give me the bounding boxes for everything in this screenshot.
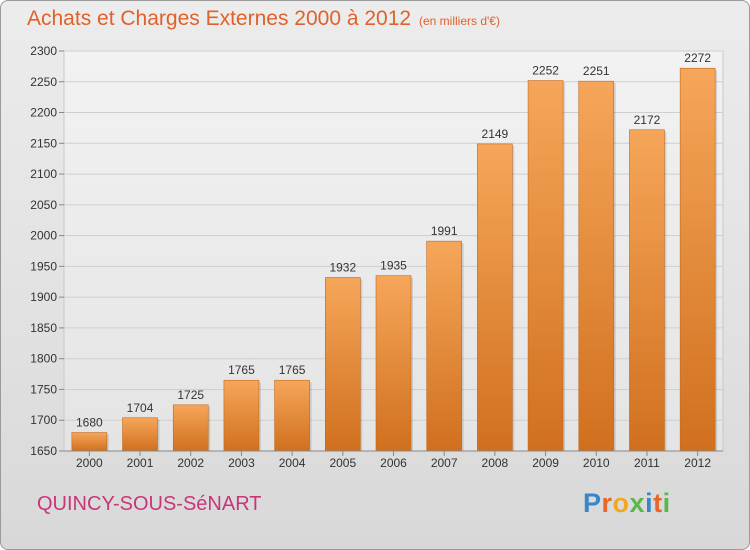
x-tick-label: 2006 <box>380 456 407 470</box>
bar-2001 <box>122 417 158 452</box>
logo-letter: P <box>583 488 602 518</box>
y-tick-label: 2000 <box>30 229 57 243</box>
logo-letter: r <box>601 488 613 518</box>
x-tick-label: 2002 <box>177 456 204 470</box>
logo-letter: i <box>662 488 671 518</box>
x-tick-label: 2003 <box>228 456 255 470</box>
commune-name: QUINCY-SOUS-SéNART <box>37 493 262 515</box>
y-tick-label: 1750 <box>30 382 57 396</box>
logo-letter: x <box>629 488 646 518</box>
proxiti-logo: Proxiti <box>583 488 671 519</box>
bar-2012 <box>679 67 716 452</box>
y-tick-label: 1800 <box>30 352 57 366</box>
x-tick-label: 2001 <box>127 456 154 470</box>
data-label: 2251 <box>583 64 610 78</box>
data-label: 2149 <box>482 127 509 141</box>
x-tick-label: 2012 <box>684 456 711 470</box>
y-tick-label: 1650 <box>30 444 57 458</box>
data-label: 1932 <box>329 260 356 274</box>
y-tick-label: 2300 <box>30 44 57 58</box>
x-tick-label: 2000 <box>76 456 103 470</box>
bar-2002 <box>172 404 209 452</box>
data-label: 1725 <box>177 388 204 402</box>
y-tick-label: 1950 <box>30 259 57 273</box>
data-label: 1680 <box>76 416 103 430</box>
x-tick-label: 2011 <box>634 456 660 470</box>
data-label: 1704 <box>127 401 154 415</box>
x-tick-label: 2009 <box>532 456 559 470</box>
y-tick-label: 1900 <box>30 290 57 304</box>
y-tick-label: 2100 <box>30 167 57 181</box>
bar-2011 <box>629 129 665 452</box>
logo-letter: i <box>645 488 654 518</box>
logo-letter: t <box>653 488 663 518</box>
data-label: 2272 <box>684 51 711 65</box>
y-tick-label: 2150 <box>30 136 57 150</box>
chart-subtitle: (en milliers d'€) <box>419 14 500 28</box>
y-tick-label: 2050 <box>30 198 57 212</box>
x-tick-label: 2008 <box>482 456 509 470</box>
bar-2005 <box>325 277 361 452</box>
y-tick-label: 1700 <box>30 413 57 427</box>
bar-2009 <box>527 80 564 452</box>
data-label: 1765 <box>228 363 255 377</box>
bars <box>71 67 718 452</box>
bar-2003 <box>223 379 260 452</box>
bar-2000 <box>71 432 108 452</box>
chart-title: Achats et Charges Externes 2000 à 2012 <box>27 7 412 30</box>
data-label: 1935 <box>380 259 407 273</box>
data-labels: 1680 1704 1725 1765 1765 1932 1935 1991 2149 2252… <box>76 51 711 429</box>
y-tick-label: 1850 <box>30 321 57 335</box>
x-tick-label: 2005 <box>329 456 356 470</box>
bar-2006 <box>375 275 412 452</box>
data-label: 1765 <box>279 363 306 377</box>
bar-2007 <box>426 240 462 452</box>
data-label: 2172 <box>634 113 661 127</box>
y-tick-label: 2200 <box>30 106 57 120</box>
x-axis: 2000 2001 2002 2003 2004 2005 2006 2007 2008 2009… <box>64 450 723 470</box>
bar-2004 <box>274 379 310 452</box>
bar-2008 <box>477 143 513 452</box>
y-axis: 1650 1700 1750 1800 1850 1900 1950 2000 2050 2100… <box>30 44 64 458</box>
x-tick-label: 2010 <box>583 456 610 470</box>
data-label: 2252 <box>532 64 559 78</box>
y-tick-label: 2250 <box>30 75 57 89</box>
x-tick-label: 2004 <box>279 456 306 470</box>
logo-letter: o <box>612 488 630 518</box>
data-label: 1991 <box>431 224 458 238</box>
x-tick-label: 2007 <box>431 456 458 470</box>
bar-2010 <box>578 80 615 452</box>
